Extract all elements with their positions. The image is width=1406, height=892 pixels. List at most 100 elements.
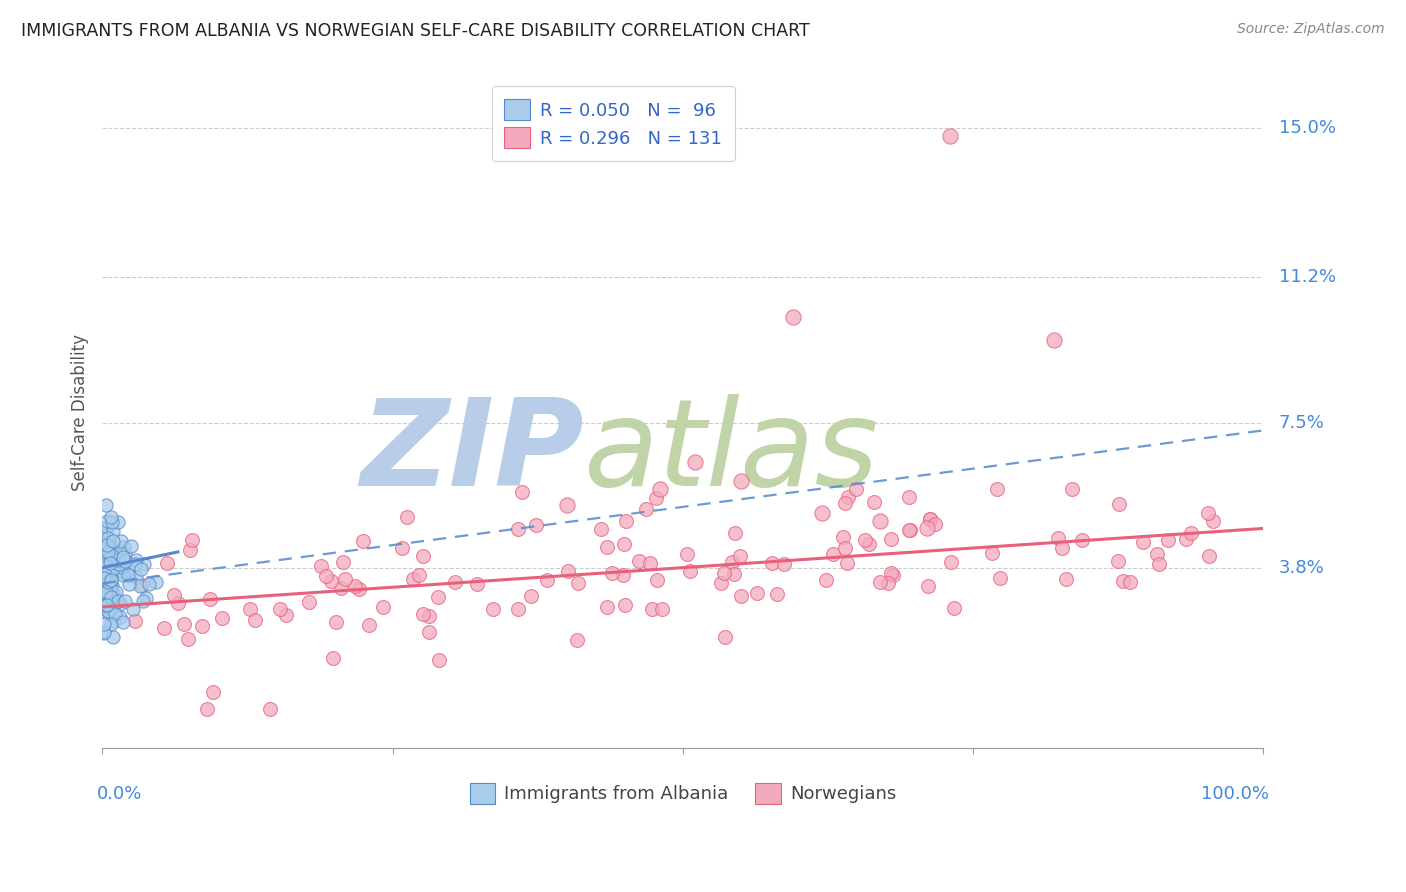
Point <box>869 575 891 590</box>
Point <box>94 556 117 570</box>
Point <box>942 601 965 615</box>
Point <box>111 567 134 582</box>
Point <box>613 537 636 551</box>
Point <box>845 482 868 496</box>
Point <box>897 523 920 537</box>
Point <box>683 455 706 469</box>
Point <box>941 555 963 569</box>
Point <box>269 602 291 616</box>
Point <box>96 514 118 528</box>
Point <box>918 512 941 526</box>
Point <box>520 589 543 603</box>
Point <box>1132 534 1154 549</box>
Point <box>107 553 129 567</box>
Point <box>1146 547 1168 561</box>
Point <box>110 559 132 574</box>
Point <box>591 522 613 536</box>
Point <box>101 578 124 592</box>
Point <box>100 581 122 595</box>
Point <box>100 571 122 585</box>
Point <box>898 523 921 537</box>
Point <box>101 533 124 548</box>
Point <box>132 594 155 608</box>
Point <box>176 632 198 647</box>
Point <box>198 591 221 606</box>
Point <box>858 537 880 551</box>
Point <box>402 573 425 587</box>
Point <box>298 594 321 608</box>
Point <box>145 574 167 589</box>
Point <box>101 559 124 574</box>
Point <box>124 614 146 628</box>
Point <box>93 586 115 600</box>
Point <box>772 557 794 571</box>
Point <box>482 601 505 615</box>
Point <box>93 624 115 639</box>
Point <box>105 549 128 563</box>
Point <box>730 589 752 603</box>
Point <box>180 533 202 547</box>
Point <box>628 554 651 568</box>
Point <box>96 538 118 552</box>
Point <box>93 585 115 599</box>
Point <box>343 578 366 592</box>
Text: 7.5%: 7.5% <box>1278 414 1324 432</box>
Point <box>675 547 697 561</box>
Point <box>191 619 214 633</box>
Point <box>915 521 938 535</box>
Point <box>108 557 131 571</box>
Point <box>211 611 233 625</box>
Point <box>1202 514 1225 528</box>
Point <box>412 549 434 563</box>
Point <box>96 520 118 534</box>
Point <box>730 475 752 489</box>
Point <box>612 568 634 582</box>
Point <box>641 602 664 616</box>
Point <box>125 553 148 567</box>
Point <box>640 556 662 570</box>
Point <box>97 604 120 618</box>
Point <box>1175 532 1198 546</box>
Point <box>924 516 946 531</box>
Point <box>110 598 132 612</box>
Point <box>104 596 127 610</box>
Point <box>426 591 449 605</box>
Point <box>427 653 450 667</box>
Point <box>103 614 125 628</box>
Point <box>243 613 266 627</box>
Point <box>869 514 891 528</box>
Point <box>107 551 129 566</box>
Point <box>898 491 921 505</box>
Point <box>713 630 735 644</box>
Point <box>101 548 124 562</box>
Point <box>596 600 619 615</box>
Point <box>107 594 129 608</box>
Point <box>644 491 666 505</box>
Text: atlas: atlas <box>585 394 880 511</box>
Point <box>596 540 619 554</box>
Point <box>766 587 789 601</box>
Point <box>391 541 413 555</box>
Point <box>100 591 122 605</box>
Point <box>647 573 669 587</box>
Point <box>93 566 115 580</box>
Point <box>980 546 1002 560</box>
Point <box>882 567 904 582</box>
Point <box>315 569 337 583</box>
Text: ZIP: ZIP <box>360 394 585 511</box>
Point <box>557 564 579 578</box>
Point <box>988 571 1011 585</box>
Point <box>713 566 735 581</box>
Point <box>97 565 120 579</box>
Point <box>100 556 122 570</box>
Point <box>114 553 136 567</box>
Point <box>648 482 671 496</box>
Point <box>93 528 115 542</box>
Point <box>104 607 127 622</box>
Point <box>1157 533 1180 547</box>
Point <box>1107 553 1129 567</box>
Point <box>100 550 122 565</box>
Point <box>100 510 122 524</box>
Point <box>100 582 122 597</box>
Point <box>524 517 547 532</box>
